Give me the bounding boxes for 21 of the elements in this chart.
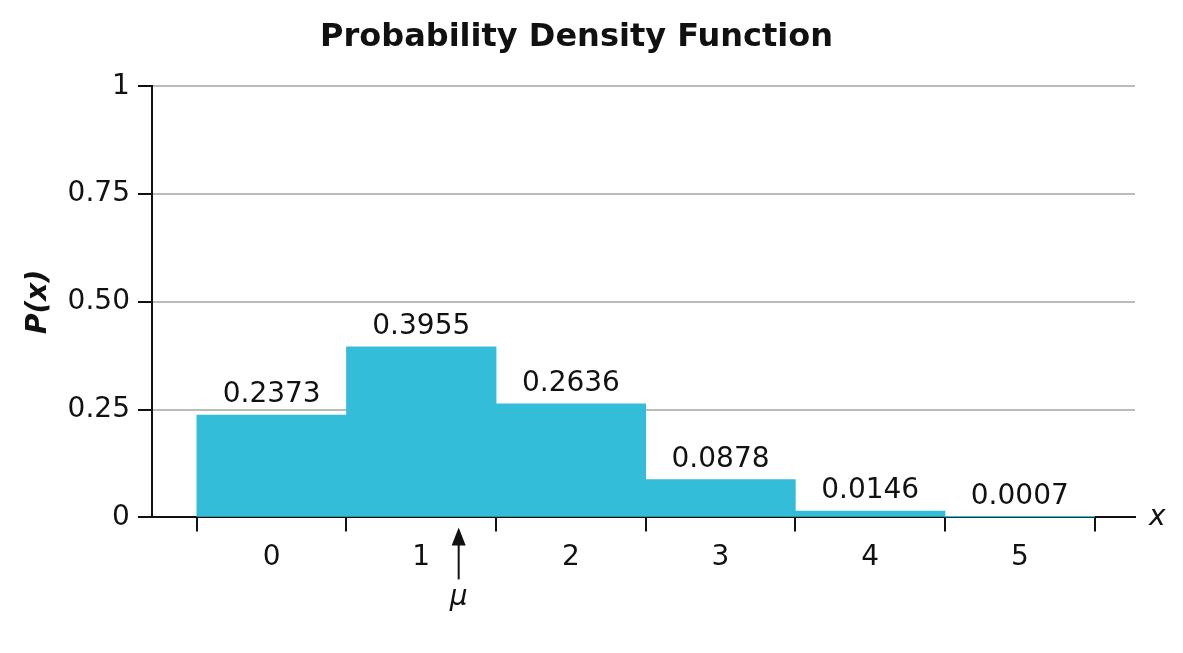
data-label: 0.0878 [671, 440, 770, 474]
y-tick-label: 0.25 [67, 390, 130, 424]
data-label: 0.2636 [521, 365, 620, 399]
x-tick-label: 1 [412, 539, 431, 573]
y-tick-label: 0.50 [67, 283, 130, 317]
y-tick-label: 1 [112, 67, 130, 101]
x-tick-label: 3 [711, 539, 730, 573]
annotation: μ [448, 578, 468, 612]
x-axis-title: x [1148, 498, 1166, 532]
x-tick-label: 5 [1010, 539, 1029, 573]
data-label: 0.2373 [222, 376, 321, 410]
y-tick-label: 0.75 [67, 175, 130, 209]
x-tick-label: 4 [861, 539, 880, 573]
data-label: 0.3955 [372, 308, 471, 342]
x-tick-label: 0 [262, 539, 281, 573]
y-axis-title: P(x) [20, 269, 54, 334]
x-tick-label: 2 [561, 539, 580, 573]
y-tick-label: 0 [112, 498, 130, 532]
chart-title: Probability Density Function [319, 15, 834, 54]
data-label: 0.0146 [821, 472, 920, 506]
data-label: 0.0007 [970, 478, 1069, 512]
